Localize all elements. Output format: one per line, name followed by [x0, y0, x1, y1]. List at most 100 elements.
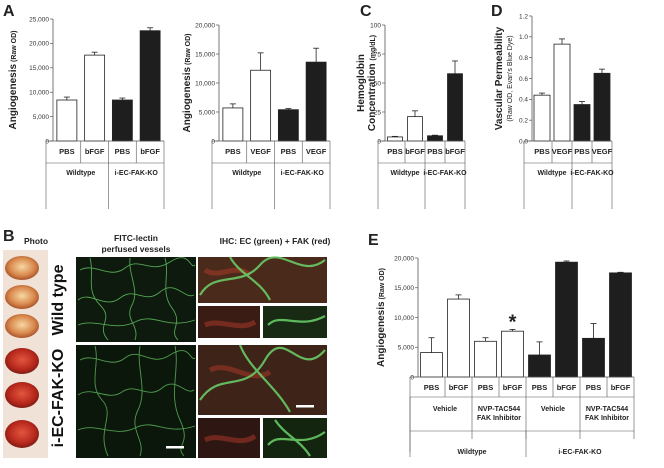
y-axis-label: Hemoglobin [356, 54, 367, 112]
group-label: Wildtype [390, 170, 419, 177]
plug-photo-ko-2 [5, 382, 39, 408]
category-label: bFGF [449, 383, 469, 392]
category-label: PBS [424, 383, 439, 392]
plug-photo-wt-2 [5, 285, 39, 309]
category-label: PBS [427, 147, 442, 156]
y-tick-label: 0 [377, 138, 381, 145]
chart-angiogenesis-bfgf: 0 5,000 10,000 15,000 20,000 25,000 Angiogenes… [8, 16, 165, 209]
y-axis-unit-label: (Raw OD, Evan's Blue Dye) [507, 35, 514, 121]
ihc-ec-green-signal [199, 256, 326, 457]
bar [56, 99, 78, 142]
bar [387, 136, 403, 142]
y-tick-label: 10,000 [394, 315, 414, 322]
category-label: PBS [387, 147, 402, 156]
category-label: VEGF [250, 147, 271, 156]
plug-photo-ko-1 [5, 348, 39, 374]
y-axis-label: Vascular Permeability [494, 26, 505, 130]
bar [222, 107, 244, 142]
y-tick-label: 5,000 [398, 345, 415, 352]
bar [427, 135, 443, 142]
bar [277, 109, 299, 142]
column-header-ihc: IHC: EC (green) + FAK (red) [220, 236, 331, 246]
category-label: bFGF [445, 147, 465, 156]
group-label: Wildtype [232, 170, 261, 177]
bar [533, 94, 551, 142]
treatment-label: NVP-TAC544 [478, 406, 520, 413]
category-label: VEGF [552, 147, 573, 156]
category-label: PBS [574, 147, 589, 156]
y-axis-label: Angiogenesis (Raw OD) [376, 268, 387, 367]
fitc-image-ko [76, 345, 196, 458]
group-label: i-EC-FAK-KO [570, 170, 614, 177]
bar [250, 69, 272, 142]
genotype-label: Wildtype [457, 449, 486, 456]
y-tick-label: 0.8 [519, 55, 528, 62]
y-axis-label: Angiogenesis (Raw OD) [182, 33, 193, 132]
treatment-label: FAK Inhibitor [477, 415, 521, 422]
category-label: PBS [225, 147, 240, 156]
bar [555, 261, 578, 378]
bar [305, 61, 327, 142]
category-label: VEGF [306, 147, 327, 156]
y-tick-label: 15,000 [394, 285, 414, 292]
category-label: PBS [59, 147, 74, 156]
y-tick-label: 20,000 [394, 255, 414, 262]
bar [528, 354, 551, 378]
y-tick-label: 20,000 [195, 22, 215, 29]
treatment-label: FAK Inhibitor [585, 415, 629, 422]
y-tick-label: 0 [211, 138, 215, 145]
category-label: bFGF [557, 383, 577, 392]
genotype-label: i-EC-FAK-KO [558, 449, 602, 456]
y-tick-label: 25 [374, 109, 382, 116]
treatment-label: Vehicle [541, 406, 565, 413]
bar [420, 352, 443, 378]
bar [553, 43, 571, 142]
bar [609, 272, 632, 378]
treatment-label: NVP-TAC544 [586, 406, 628, 413]
row-label-wild-type: Wild type [50, 264, 67, 335]
panel-label-c: C [360, 3, 372, 20]
y-tick-label: 20,000 [29, 41, 49, 48]
group-label: i-EC-FAK-KO [423, 170, 467, 177]
category-label: bFGF [611, 383, 631, 392]
chart-vascular-permeability: 0.0 0.2 0.4 0.6 0.8 1.0 1.2 Vascular Permeabili… [494, 13, 614, 209]
y-tick-label: 0 [410, 374, 414, 381]
panel-label-e: E [368, 232, 379, 249]
chart-hemoglobin: 0 25 50 75 100 Hemoglobin Concentration (mg/dL… [356, 22, 467, 209]
group-label: Wildtype [537, 170, 566, 177]
category-label: PBS [532, 383, 547, 392]
y-tick-label: 100 [370, 22, 381, 29]
group-label: i-EC-FAK-KO [115, 170, 159, 177]
bar [501, 330, 524, 378]
panel-label-b: B [3, 228, 15, 245]
bar [447, 73, 463, 142]
bar [407, 116, 423, 142]
category-label: PBS [115, 147, 130, 156]
y-axis-label-line2: Concentration (mg/dL) [367, 35, 378, 131]
y-tick-label: 0.6 [519, 76, 528, 83]
plug-photo-wt-1 [5, 256, 39, 280]
bar [447, 298, 470, 378]
plug-photo-wt-3 [5, 314, 39, 338]
bar [582, 337, 605, 378]
category-label: bFGF [140, 147, 160, 156]
ihc-main-ko [198, 345, 327, 415]
ihc-green-inset-ko [263, 418, 327, 458]
y-tick-label: 15,000 [195, 51, 215, 58]
bar [593, 72, 611, 142]
category-label: bFGF [85, 147, 105, 156]
fitc-image-wt [76, 257, 196, 342]
scale-bar-fitc [166, 446, 184, 449]
y-tick-label: 0.4 [519, 97, 528, 104]
bar [111, 99, 133, 142]
fitc-vessel-network-ko [77, 345, 196, 457]
y-tick-label: 5,000 [33, 114, 50, 121]
scale-bar-ihc [296, 405, 314, 408]
bar [573, 104, 591, 142]
y-tick-label: 50 [374, 80, 382, 87]
significance-asterisk: * [509, 311, 517, 333]
y-tick-label: 75 [374, 51, 382, 58]
ihc-fak-red-signal [203, 267, 272, 444]
panel-label-d: D [491, 3, 503, 20]
